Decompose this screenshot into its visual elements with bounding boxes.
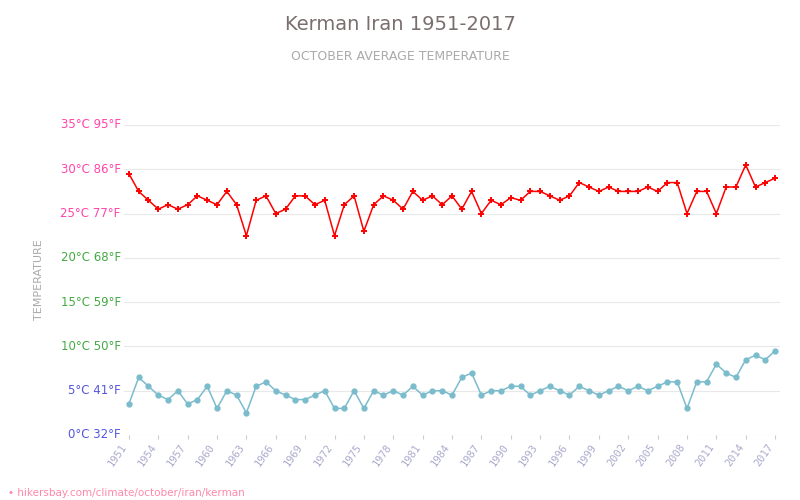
Text: 35°C 95°F: 35°C 95°F — [61, 118, 121, 132]
Text: 0°C 32°F: 0°C 32°F — [68, 428, 121, 442]
Text: 30°C 86°F: 30°C 86°F — [61, 163, 121, 176]
Text: 5°C 41°F: 5°C 41°F — [68, 384, 121, 397]
Text: • hikersbay.com/climate/october/iran/kerman: • hikersbay.com/climate/october/iran/ker… — [8, 488, 245, 498]
Text: 10°C 50°F: 10°C 50°F — [61, 340, 121, 353]
Text: 25°C 77°F: 25°C 77°F — [61, 207, 121, 220]
Text: Kerman Iran 1951-2017: Kerman Iran 1951-2017 — [285, 15, 515, 34]
Text: 15°C 59°F: 15°C 59°F — [61, 296, 121, 308]
Text: TEMPERATURE: TEMPERATURE — [34, 240, 44, 320]
Text: OCTOBER AVERAGE TEMPERATURE: OCTOBER AVERAGE TEMPERATURE — [290, 50, 510, 63]
Text: 20°C 68°F: 20°C 68°F — [61, 252, 121, 264]
